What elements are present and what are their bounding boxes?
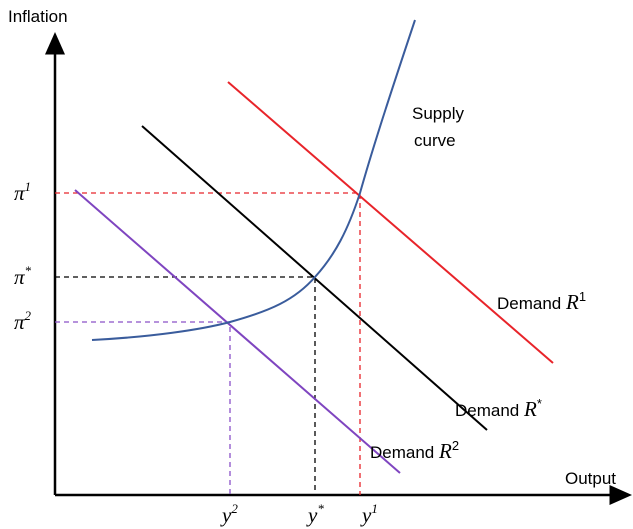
label-part: * <box>317 501 324 516</box>
y-tick-label: π1 <box>14 179 31 205</box>
label-part: Demand <box>497 294 561 313</box>
label-part: y <box>220 503 232 527</box>
label-part: R <box>438 439 452 463</box>
guide-black <box>55 276 316 495</box>
supply-label: curve <box>414 131 456 150</box>
label-part: π <box>14 181 25 205</box>
supply-label: Supply <box>412 104 464 123</box>
demand-label: Demand R1 <box>497 289 586 314</box>
label-part: 2 <box>231 501 238 516</box>
label-part: π <box>14 265 25 289</box>
y-axis-label: Inflation <box>8 7 68 26</box>
label-part: R <box>565 290 579 314</box>
x-tick-label: y2 <box>220 501 238 527</box>
supply-curve <box>91 19 416 341</box>
guide-purple <box>55 321 231 495</box>
demand-r1-line <box>227 81 554 364</box>
label-part: y <box>306 503 318 527</box>
y-tick-label: π* <box>14 263 32 289</box>
demand-label: Demand R* <box>455 396 542 421</box>
label-part: * <box>25 263 32 278</box>
label-part: 1 <box>371 501 378 516</box>
label-part: * <box>537 396 542 411</box>
label-part: 2 <box>25 308 32 323</box>
label-part: Demand <box>370 443 434 462</box>
label-part: y <box>360 503 372 527</box>
y-tick-label: π2 <box>14 308 32 334</box>
demand-r2-line <box>74 189 401 474</box>
x-tick-label: y* <box>306 501 324 527</box>
guide-red <box>55 192 361 495</box>
label-part: Demand <box>455 401 519 420</box>
label-part: R <box>523 397 537 421</box>
label-part: 1 <box>25 179 32 194</box>
label-part: 1 <box>579 289 586 304</box>
x-tick-label: y1 <box>360 501 378 527</box>
label-part: π <box>14 310 25 334</box>
x-axis-label: Output <box>565 469 616 488</box>
demand-label: Demand R2 <box>370 438 459 463</box>
label-part: 2 <box>452 438 459 453</box>
